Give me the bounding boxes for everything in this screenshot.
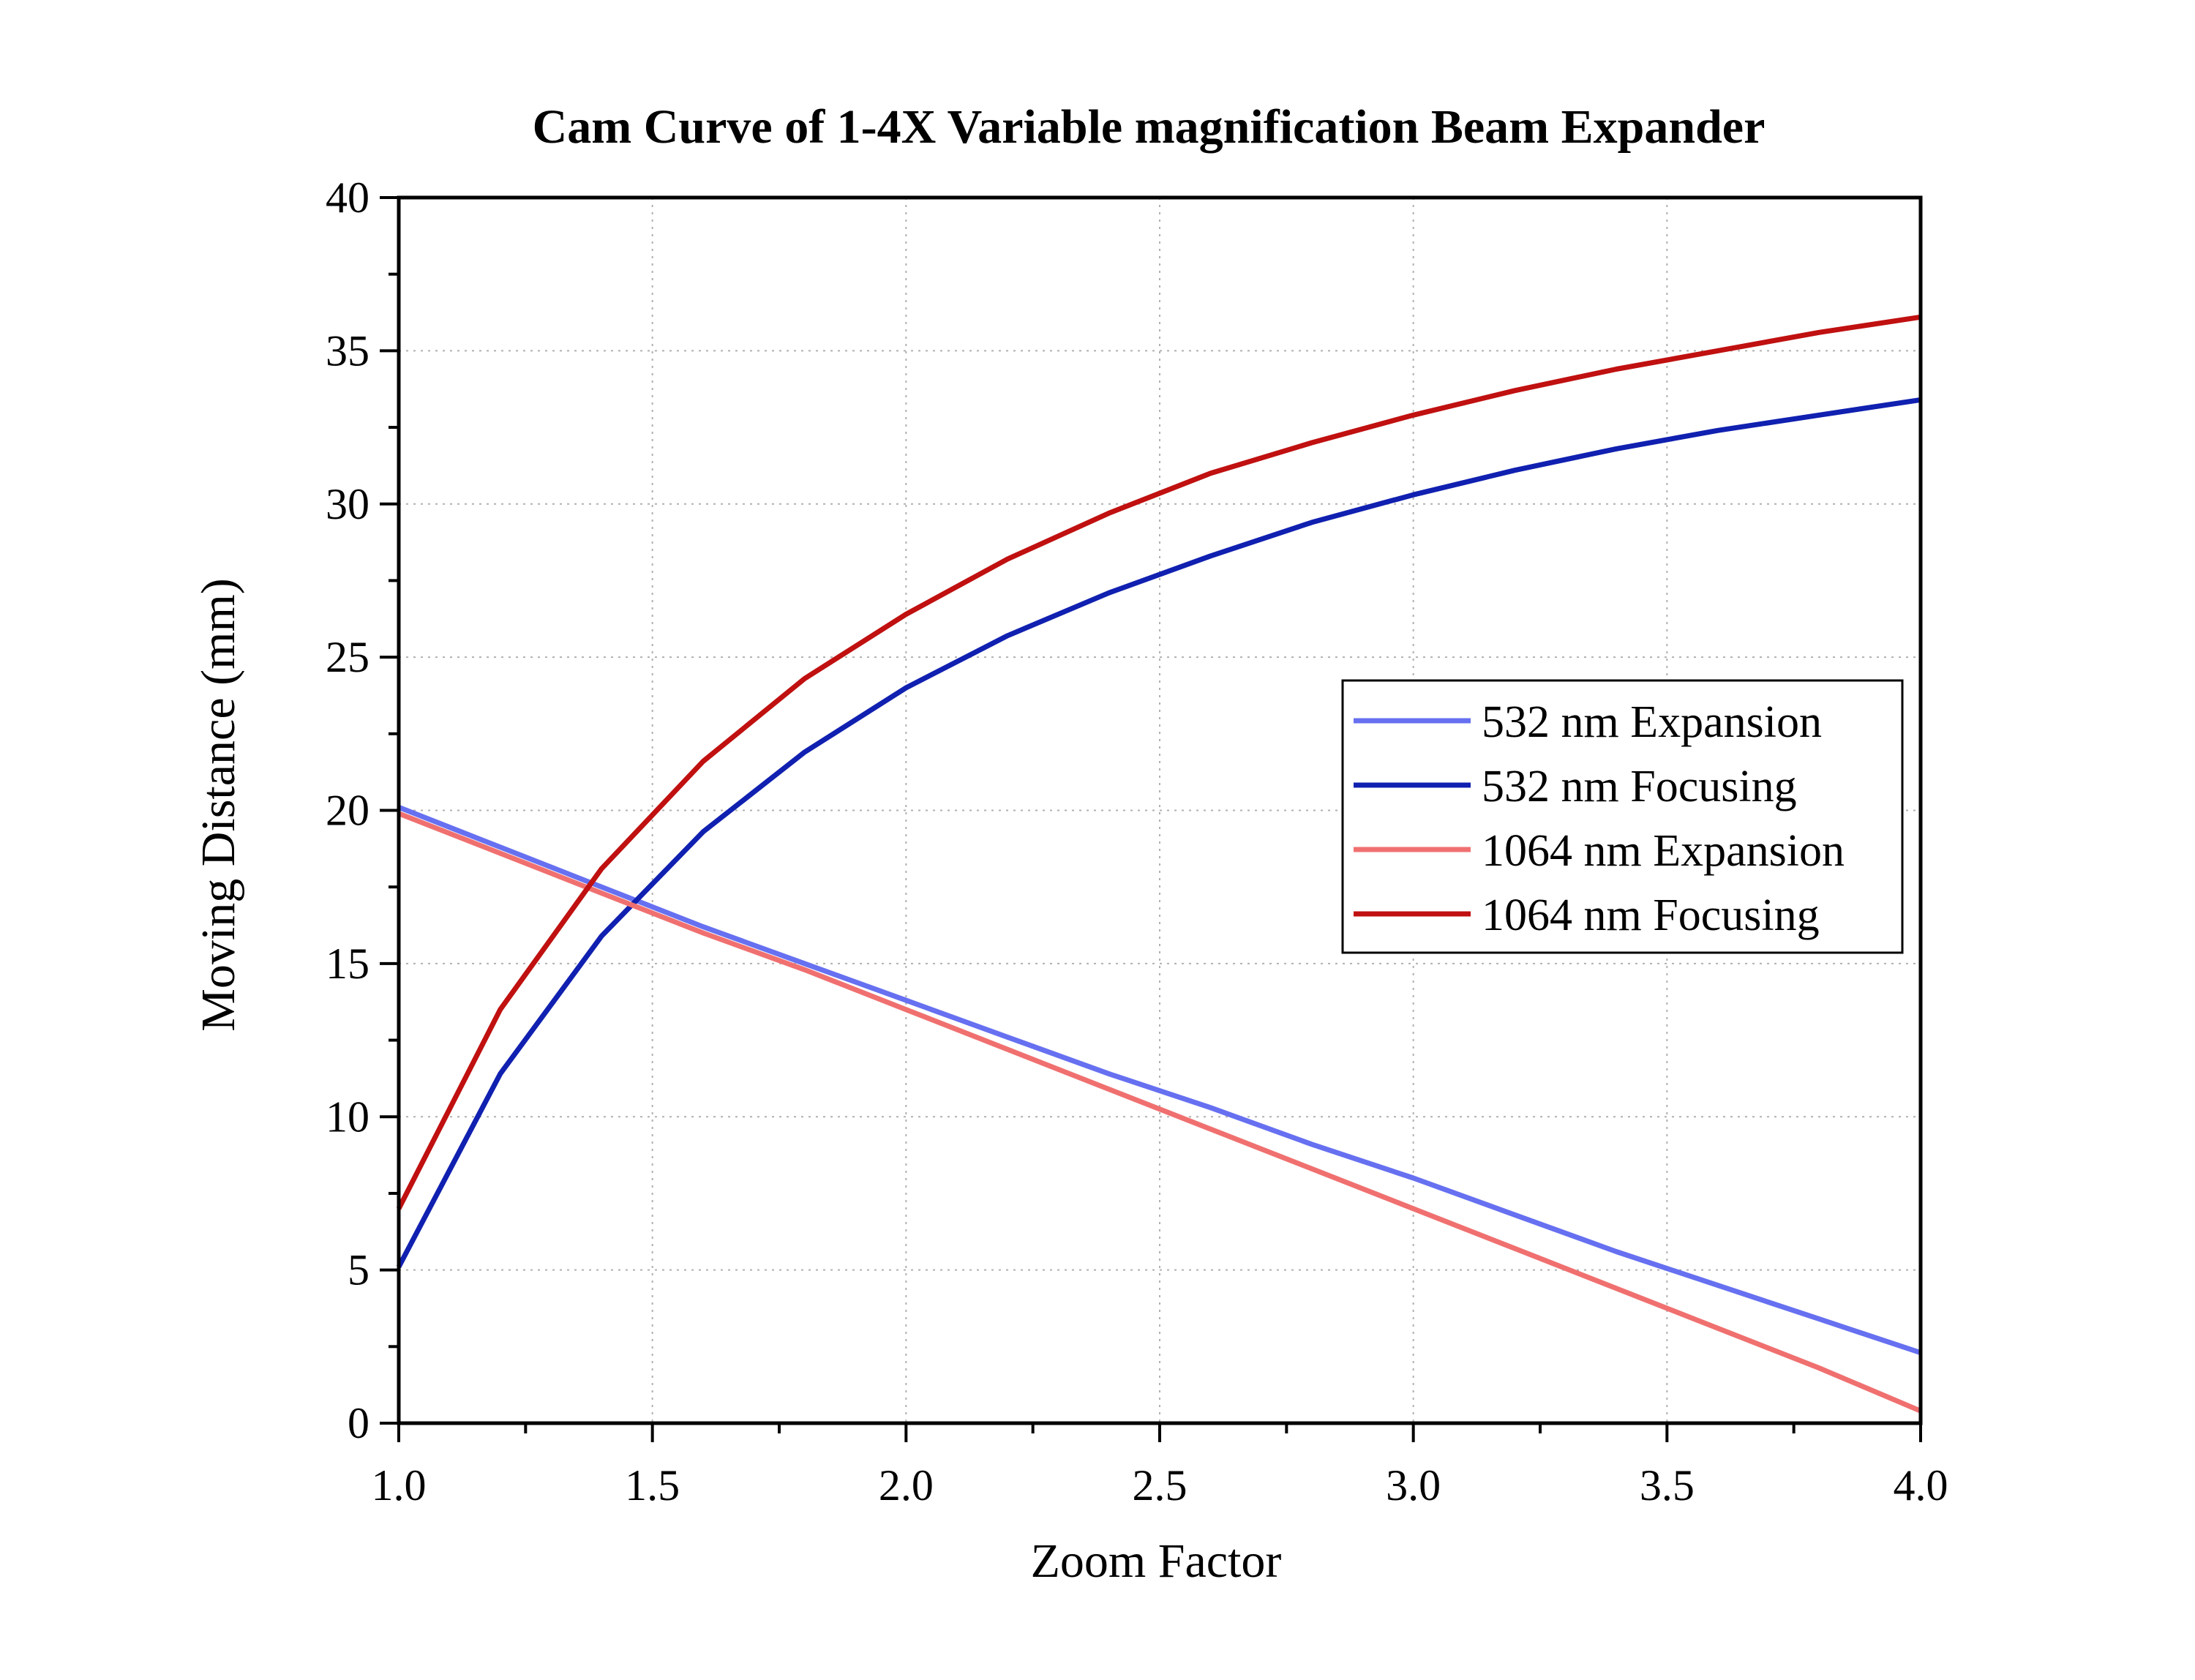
chart-title: Cam Curve of 1-4X Variable magnification…	[533, 100, 1766, 154]
legend-label-4: 1064 nm Focusing	[1482, 890, 1820, 940]
y-tick-label: 40	[326, 173, 369, 222]
x-tick-label: 3.0	[1386, 1461, 1441, 1510]
x-tick-label: 2.5	[1133, 1461, 1187, 1510]
y-tick-label: 0	[348, 1399, 369, 1447]
x-axis-label: Zoom Factor	[1031, 1534, 1282, 1588]
axes	[380, 195, 1923, 1442]
y-tick-label: 30	[326, 480, 369, 528]
y-tick-label: 20	[326, 787, 369, 835]
x-tick-label: 3.5	[1640, 1461, 1695, 1510]
y-tick-label: 15	[326, 940, 369, 988]
legend: 532 nm Expansion 532 nm Focusing 1064 nm E…	[1341, 679, 1904, 954]
grid-lines	[399, 198, 1921, 1423]
series-layer	[396, 314, 1922, 1414]
x-tick-label: 1.0	[372, 1461, 427, 1510]
series-line-3	[397, 811, 1922, 1414]
y-tick-label: 25	[326, 633, 369, 681]
x-tick-label: 1.5	[625, 1461, 680, 1510]
y-tick-label: 35	[326, 326, 369, 375]
legend-label-1: 532 nm Expansion	[1482, 697, 1822, 747]
legend-label-2: 532 nm Focusing	[1482, 762, 1797, 811]
x-tick-label: 2.0	[879, 1461, 934, 1510]
series-line-1	[397, 805, 1922, 1356]
series-line-4	[396, 314, 1921, 1210]
y-tick-label: 10	[326, 1092, 369, 1141]
legend-box	[1341, 679, 1904, 954]
series-line-2	[396, 397, 1921, 1269]
tick-labels: 1.0 1.5 2.0 2.5 3.0 3.5 4.0 0 5 10 15 20 25 30 35 40	[326, 173, 1948, 1510]
y-axis-label: Moving Distance (mm)	[192, 578, 245, 1032]
x-tick-label: 4.0	[1894, 1461, 1948, 1510]
legend-label-3: 1064 nm Expansion	[1482, 826, 1845, 876]
y-tick-label: 5	[348, 1246, 369, 1294]
